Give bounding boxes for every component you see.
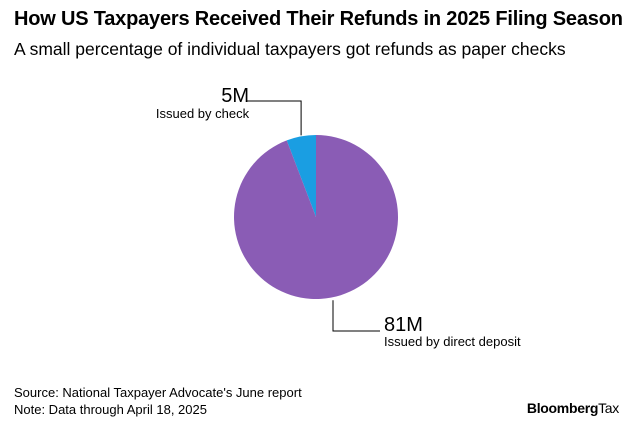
pie-slices <box>234 134 399 299</box>
brand-name: Bloomberg <box>526 400 599 416</box>
brand-suffix: Tax <box>598 400 619 416</box>
chart-subtitle: A small percentage of individual taxpaye… <box>14 39 566 59</box>
slice-value-label: 81M <box>384 314 423 336</box>
chart-title: How US Taxpayers Received Their Refunds … <box>14 8 623 30</box>
pie-slice <box>234 134 399 299</box>
chart-footer: Source: National Taxpayer Advocate's Jun… <box>14 384 302 418</box>
slice-name-label: Issued by check <box>156 106 250 121</box>
data-note: Note: Data through April 18, 2025 <box>14 402 207 417</box>
leader-line-deposit <box>332 300 380 332</box>
source-note: Source: National Taxpayer Advocate's Jun… <box>14 385 302 400</box>
slice-value-label: 5M <box>221 85 249 107</box>
pie-slice <box>286 135 316 217</box>
leader-line-check <box>247 100 302 136</box>
slice-labels: 5M Issued by check 81M Issued by direct … <box>156 85 521 349</box>
brand-logo: BloombergTax <box>527 400 619 416</box>
slice-name-label: Issued by direct deposit <box>384 334 521 349</box>
